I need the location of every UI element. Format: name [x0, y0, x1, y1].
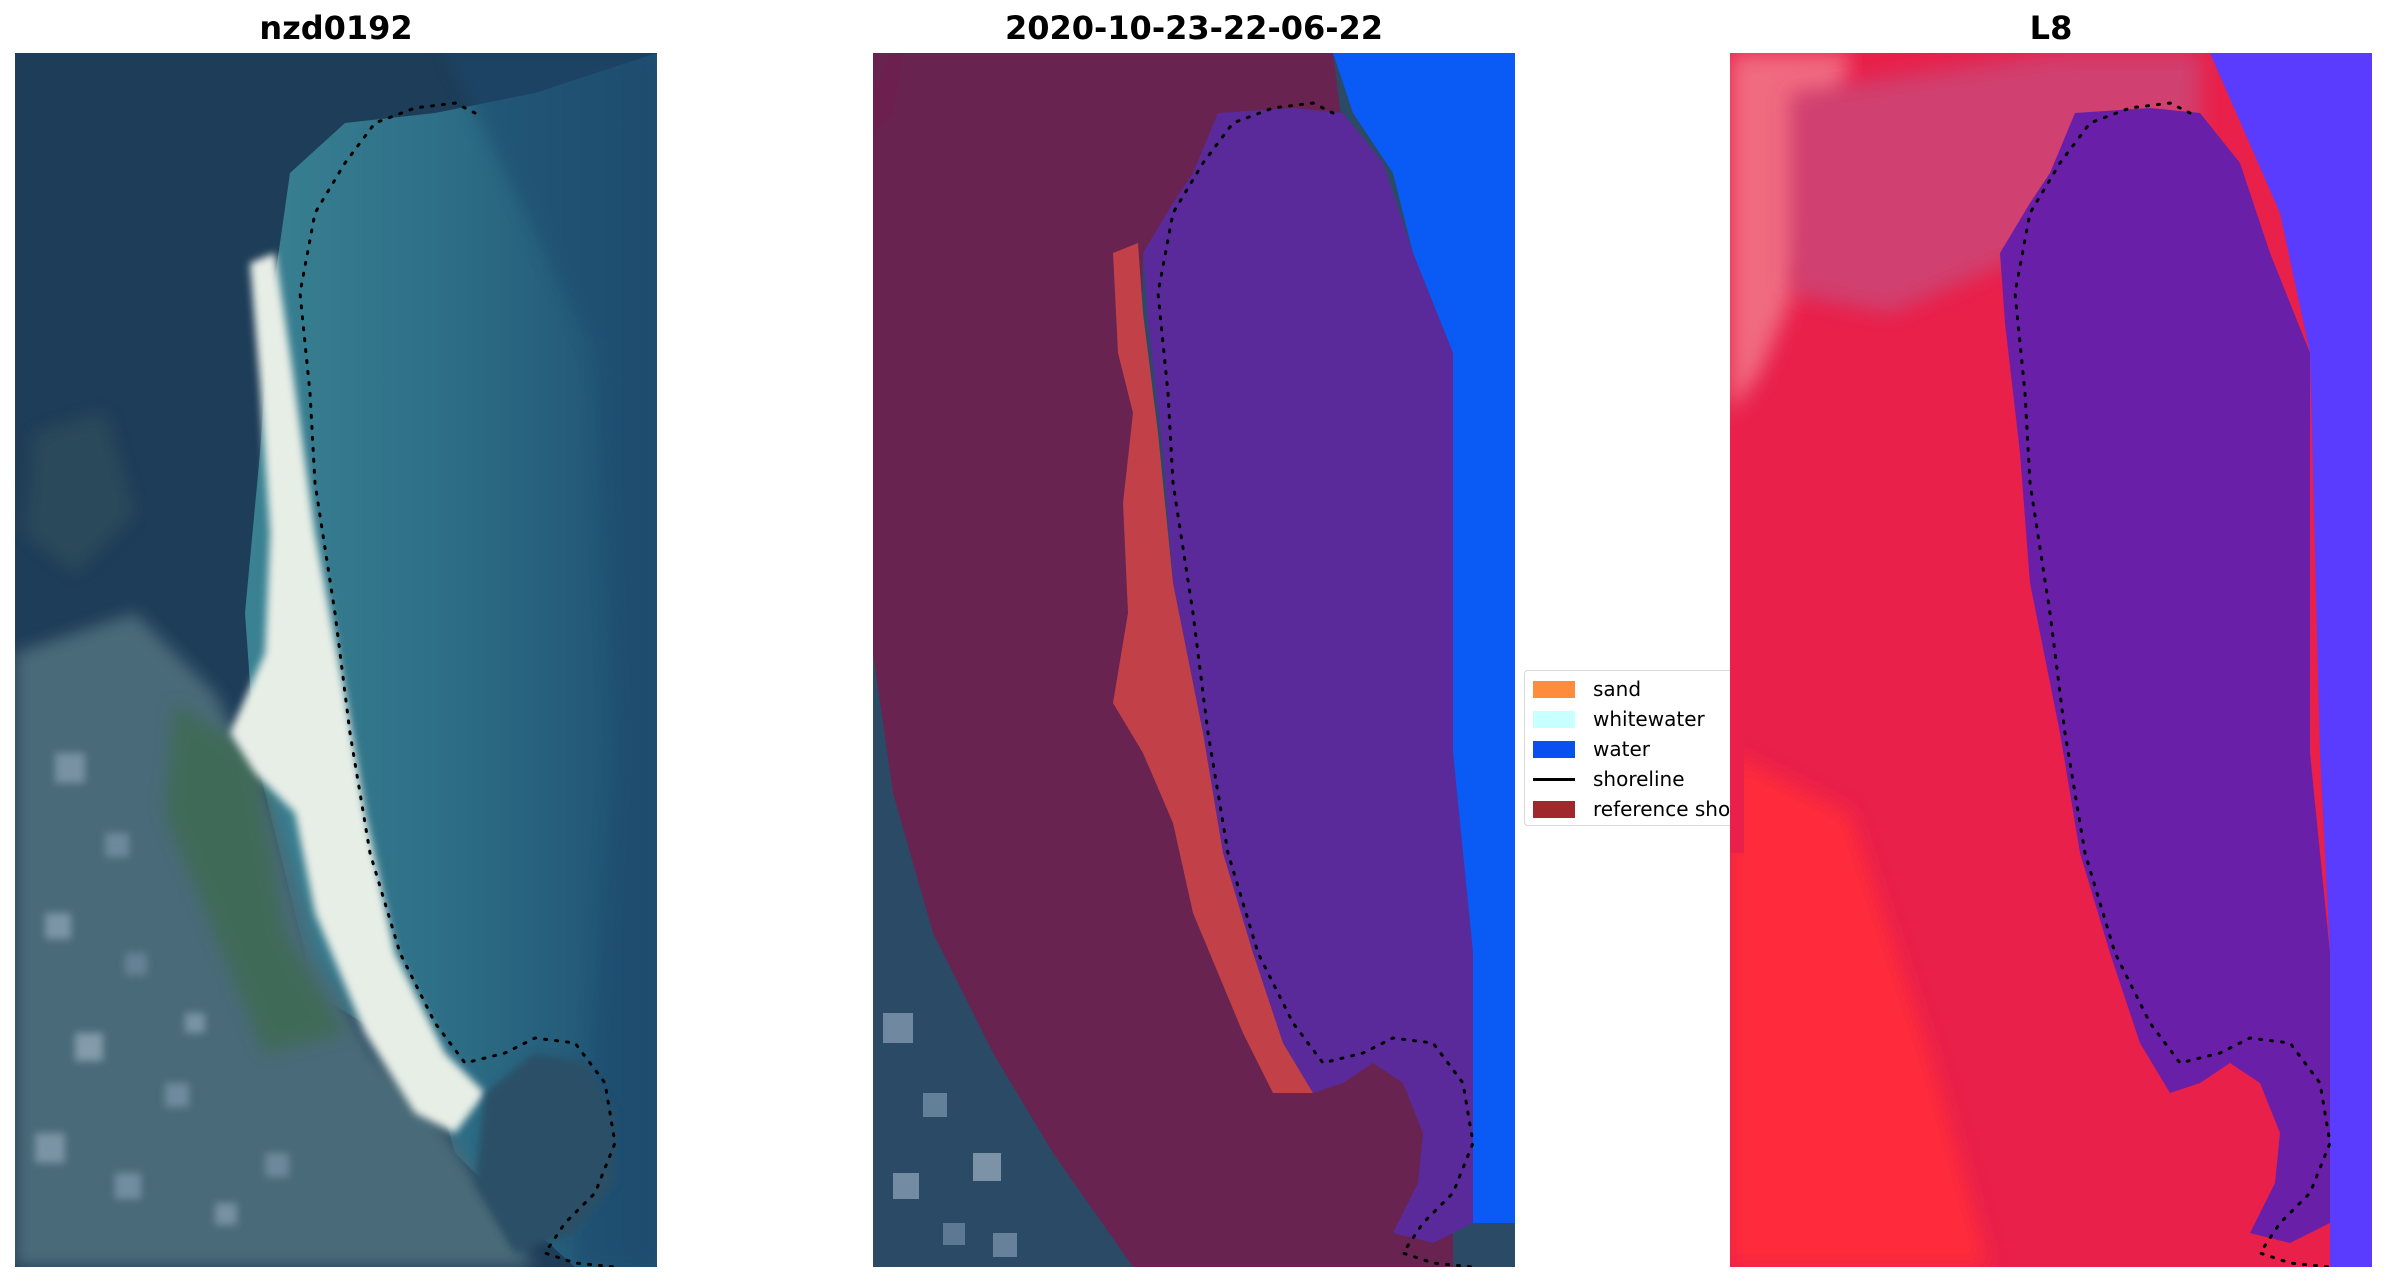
- class-urban-texture: [883, 1013, 1017, 1257]
- index-image-title: L8: [2029, 9, 2073, 47]
- index-water: [2000, 108, 2330, 1243]
- index-open-water: [2210, 53, 2372, 1267]
- open-water-class: [1333, 53, 1515, 1223]
- vegetation-patch: [25, 413, 135, 573]
- legend-item-sand: sand: [1533, 675, 1641, 703]
- shoreline-line-marker: [1533, 777, 1575, 781]
- rgb-image-canvas: [15, 53, 657, 1267]
- vegetation-area: [165, 703, 345, 1053]
- legend-item-shoreline: shoreline: [1533, 765, 1685, 793]
- legend-label-shoreline: shoreline: [1593, 767, 1685, 791]
- legend-label-water: water: [1593, 737, 1650, 761]
- deep-water: [445, 53, 657, 1267]
- legend: sand whitewater water shoreline referenc…: [1524, 670, 1744, 826]
- sand-swatch: [1533, 680, 1575, 698]
- legend-label-whitewater: whitewater: [1593, 707, 1705, 731]
- whitewater-swatch: [1533, 710, 1575, 728]
- water-swatch: [1533, 740, 1575, 758]
- index-image-canvas: [1730, 53, 2372, 1267]
- legend-label-reference-shoreline: reference shoreline: [1593, 797, 1743, 821]
- reference-shoreline-swatch: [1533, 800, 1575, 818]
- index-image: [1730, 53, 2372, 1267]
- classified-water: [1143, 108, 1473, 1243]
- class-shoreline-dotted: [1156, 101, 1475, 1267]
- rgb-image-title: nzd0192: [259, 9, 413, 47]
- legend-item-reference-shoreline: reference shoreline: [1533, 795, 1743, 823]
- beach-sand: [230, 253, 485, 1133]
- buffer-corner: [873, 53, 903, 133]
- index-bright-land: [1730, 753, 1990, 1267]
- urban-texture: [35, 753, 289, 1225]
- index-shoreline-dotted: [2013, 101, 2332, 1267]
- classified-sand: [1113, 243, 1313, 1093]
- classified-image-title: 2020-10-23-22-06-22: [1004, 9, 1384, 47]
- classified-image-canvas: [873, 53, 1515, 1267]
- legend-item-water: water: [1533, 735, 1650, 763]
- headland: [475, 1053, 615, 1253]
- rgb-satellite-image: [15, 53, 657, 1267]
- classified-image: [873, 53, 1515, 1267]
- reference-shoreline-dotted: [298, 101, 617, 1267]
- legend-item-whitewater: whitewater: [1533, 705, 1705, 733]
- legend-label-sand: sand: [1593, 677, 1642, 701]
